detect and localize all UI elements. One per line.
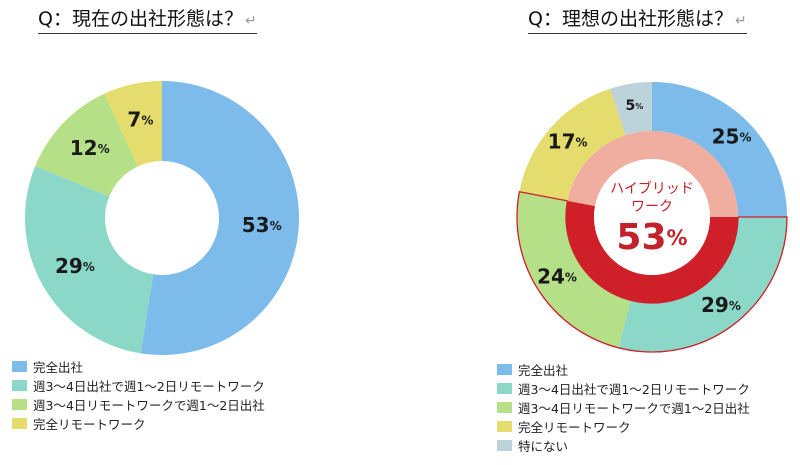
left-slice-label-2: 29% (55, 254, 95, 278)
right-legend-label-3: 週3〜4日リモートワークで週1〜2日出社 (518, 401, 750, 416)
left-legend: 完全出社週3〜4日出社で週1〜2日リモートワーク 週3〜4日リモートワークで週1〜… (12, 357, 265, 433)
right-slice-5 (610, 82, 652, 136)
right-legend-label-1: 完全出社 (518, 363, 569, 378)
left-legend-label-4: 完全リモートワーク (33, 417, 146, 432)
right-legend-item-2: 週3〜4日出社で週1〜2日リモートワーク (497, 379, 750, 398)
right-slice-label-2: 29% (701, 292, 741, 316)
left-slice-label-1: 53% (242, 212, 282, 236)
hybrid-label-line1: ハイブリッド (610, 180, 694, 197)
right-legend-label-2: 週3〜4日出社で週1〜2日リモートワーク (518, 382, 750, 397)
right-legend-swatch-3 (497, 402, 512, 413)
left-legend-label-2: 週3〜4日出社で週1〜2日リモートワーク (33, 379, 265, 394)
right-slice-label-1: 25% (712, 124, 752, 148)
right-legend: 完全出社週3〜4日出社で週1〜2日リモートワーク 週3〜4日リモートワークで週1〜… (497, 360, 750, 455)
right-slice-3 (517, 191, 631, 348)
hybrid-label-line2: ワーク (631, 199, 673, 215)
left-slice-1 (140, 81, 300, 355)
left-slice-label-4: 7% (127, 107, 153, 131)
inner-ring-other (567, 131, 739, 217)
hybrid-value: 53% (616, 217, 687, 258)
right-slice-2 (618, 217, 787, 352)
left-legend-label-1: 完全出社 (33, 360, 84, 375)
right-slice-label-5: 5% (626, 98, 644, 114)
right-legend-swatch-1 (497, 364, 512, 375)
left-legend-swatch-3 (12, 399, 27, 410)
right-legend-swatch-2 (497, 383, 512, 394)
right-legend-swatch-5 (497, 440, 512, 451)
right-chart-title: Q：理想の出社形態は？ ↵ (528, 4, 747, 34)
right-legend-item-1: 完全出社 (497, 360, 750, 379)
right-slice-label-3: 24% (537, 264, 577, 288)
right-slice-1 (652, 82, 787, 217)
left-slice-label-3: 12% (70, 135, 110, 159)
left-legend-item-2: 週3〜4日出社で週1〜2日リモートワーク (12, 376, 265, 395)
right-slice-4 (519, 88, 626, 201)
right-legend-label-5: 特にない (518, 439, 569, 454)
left-legend-item-1: 完全出社 (12, 357, 265, 376)
right-legend-item-4: 完全リモートワーク (497, 417, 750, 436)
left-legend-swatch-2 (12, 380, 27, 391)
right-legend-item-3: 週3〜4日リモートワークで週1〜2日出社 (497, 398, 750, 417)
left-legend-swatch-1 (12, 361, 27, 372)
left-legend-item-3: 週3〜4日リモートワークで週1〜2日出社 (12, 395, 265, 414)
inner-ring-hybrid (566, 200, 738, 304)
left-legend-label-3: 週3〜4日リモートワークで週1〜2日出社 (33, 398, 265, 413)
left-legend-item-4: 完全リモートワーク (12, 414, 265, 433)
right-legend-item-5: 特にない (497, 436, 750, 455)
right-legend-label-4: 完全リモートワーク (518, 420, 631, 435)
right-slice-label-4: 17% (548, 129, 588, 153)
left-slice-4 (104, 81, 162, 167)
right-legend-swatch-4 (497, 421, 512, 432)
left-slice-2 (24, 166, 154, 354)
left-legend-swatch-4 (12, 418, 27, 429)
hybrid-center (594, 159, 710, 275)
left-slice-3 (35, 93, 138, 197)
left-chart-title: Q：現在の出社形態は？ ↵ (38, 4, 257, 34)
